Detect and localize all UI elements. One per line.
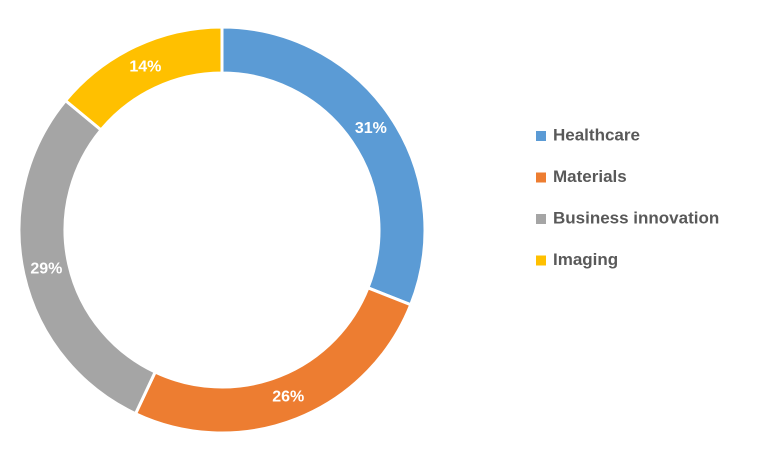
value-label: 29% [30,260,62,277]
legend-swatch [536,255,546,266]
legend-label: Business innovation [553,208,719,227]
legend-label: Healthcare [553,125,640,144]
donut-slice [220,25,427,307]
legend-label: Imaging [553,250,618,269]
donut-slice [63,25,224,133]
legend-label: Materials [553,167,627,186]
value-label: 14% [129,58,161,75]
value-label: 31% [355,120,387,137]
legend-swatch [536,131,546,141]
donut-slice [133,285,413,435]
value-label: 26% [272,389,304,406]
legend-swatch [536,214,546,224]
legend-swatch [536,172,546,183]
donut-slice [17,98,158,416]
